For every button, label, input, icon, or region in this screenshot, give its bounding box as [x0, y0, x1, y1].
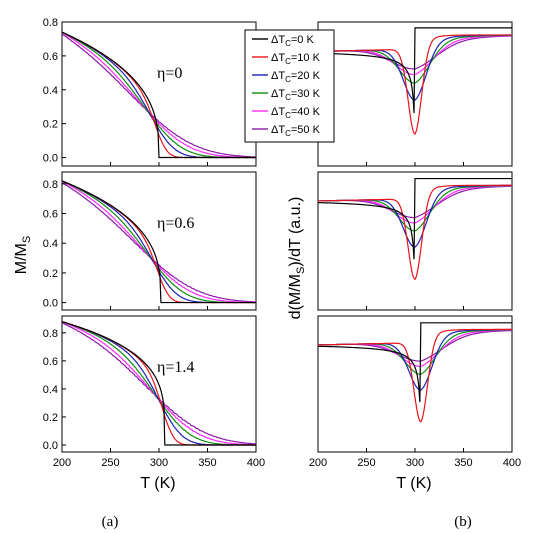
- y-tick-label: 0.2: [43, 268, 58, 280]
- panel-b-3: 200 250 300 350 400: [309, 315, 521, 469]
- y-tick-label: 0.6: [43, 356, 58, 368]
- x-tick-label: 400: [247, 457, 265, 469]
- x-tick-label: 250: [357, 457, 375, 469]
- legend-entry: ΔTC=50 K: [271, 124, 321, 138]
- legend-entry: ΔTC=20 K: [271, 70, 321, 84]
- y-axis-label-a: M/MS: [13, 236, 33, 274]
- x-tick-label: 200: [309, 457, 327, 469]
- x-tick-label: 350: [454, 457, 472, 469]
- series-line: [62, 31, 256, 159]
- panel-b-1: [317, 21, 513, 167]
- series-line: [318, 34, 512, 136]
- y-tick-label: 0.0: [43, 440, 58, 452]
- panels: 0.0 0.2 0.4 0.6 0.8 η=0 0.0 0.2 0.4 0.6 0.8 η=0.6 20…: [43, 17, 521, 469]
- x-tick-label: 300: [406, 457, 424, 469]
- series-line: [318, 328, 512, 423]
- legend-entry: ΔTC=40 K: [271, 106, 321, 120]
- series-line: [62, 33, 256, 158]
- x-tick-label: 400: [503, 457, 521, 469]
- panel-a-1: 0.0 0.2 0.4 0.6 0.8 η=0: [43, 17, 257, 167]
- y-tick-label: 0.6: [43, 209, 58, 221]
- series-line: [318, 184, 512, 281]
- y-tick-label: 0.4: [43, 384, 58, 396]
- y-tick-label: 0.6: [43, 51, 58, 63]
- panel-b-2: [317, 171, 513, 311]
- plot-frame: [61, 21, 257, 167]
- caption-b: (b): [454, 514, 472, 530]
- eta-label: η=0: [157, 65, 182, 82]
- series-line: [318, 322, 512, 403]
- x-axis-label-a: T (K): [140, 475, 175, 492]
- x-tick-label: 300: [150, 457, 168, 469]
- x-tick-label: 250: [101, 457, 119, 469]
- legend: ΔTC=0 K ΔTC=10 K ΔTC=20 K ΔTC=30 K ΔTC=40 K Δ…: [244, 29, 335, 143]
- x-axis-label-b: T (K): [396, 475, 431, 492]
- y-tick-label: 0.8: [43, 328, 58, 340]
- series-line: [62, 321, 256, 446]
- eta-label: η=0.6: [157, 215, 194, 232]
- eta-label: η=1.4: [157, 359, 194, 376]
- y-tick-label: 0.8: [43, 179, 58, 191]
- legend-entry: ΔTC=30 K: [271, 88, 321, 102]
- series-line: [62, 32, 256, 159]
- y-tick-label: 0.0: [43, 298, 58, 310]
- series-line: [62, 180, 256, 304]
- y-tick-label: 0.0: [43, 153, 58, 165]
- x-tick-label: 350: [198, 457, 216, 469]
- series-line: [62, 181, 256, 303]
- y-tick-label: 0.8: [43, 17, 58, 29]
- panel-a-3: 200 250 300 350 400 0.0 0.2 0.4 0.6 0.8 η=1.4: [43, 315, 265, 469]
- plot-frame: [61, 171, 257, 311]
- legend-entry: ΔTC=10 K: [271, 52, 321, 66]
- y-tick-label: 0.4: [43, 238, 58, 250]
- y-tick-label: 0.2: [43, 119, 58, 131]
- x-tick-label: 200: [53, 457, 71, 469]
- series-line: [318, 27, 512, 113]
- y-tick-label: 0.2: [43, 412, 58, 424]
- caption-a: (a): [102, 514, 119, 530]
- y-axis-label-b: d(M/MS)/dT (a.u.): [287, 197, 307, 320]
- panel-a-2: 0.0 0.2 0.4 0.6 0.8 η=0.6: [43, 171, 257, 311]
- y-tick-label: 0.4: [43, 85, 58, 97]
- legend-entry: ΔTC=0 K: [271, 34, 314, 48]
- series-line: [318, 177, 512, 260]
